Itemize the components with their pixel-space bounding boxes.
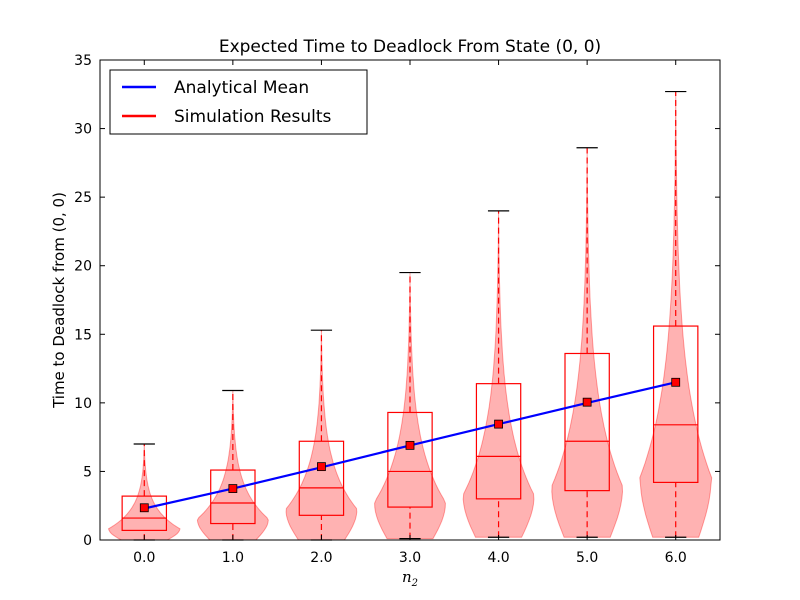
violin bbox=[285, 330, 358, 541]
y-tick-label: 35 bbox=[74, 53, 92, 69]
violin bbox=[374, 272, 446, 540]
legend-frame bbox=[109, 69, 368, 135]
legend-entry-label: Analytical Mean bbox=[174, 78, 309, 98]
x-tick-label: 3.0 bbox=[399, 550, 421, 566]
legend: Analytical Mean Simulation Results bbox=[109, 69, 368, 135]
mean-marker bbox=[228, 484, 238, 493]
mean-marker bbox=[582, 397, 592, 407]
chart-title: Expected Time to Deadlock From State (0,… bbox=[219, 37, 601, 57]
x-tick-label: 2.0 bbox=[310, 550, 332, 566]
y-tick-label: 10 bbox=[74, 396, 92, 412]
x-axis-label-subscript: 2 bbox=[411, 578, 418, 589]
y-tick-label: 5 bbox=[83, 464, 92, 480]
axis-ticks: 0 5 10 15 20 25 30 35 0.0 1.0 2.0 3.0 4.0 5.0 6.0 bbox=[74, 53, 720, 566]
box bbox=[475, 383, 522, 500]
x-tick-label: 1.0 bbox=[222, 550, 244, 566]
box bbox=[210, 469, 256, 525]
legend-entry-label: Simulation Results bbox=[174, 107, 331, 127]
x-tick-label: 5.0 bbox=[576, 550, 598, 566]
box bbox=[298, 440, 345, 516]
y-tick-label: 15 bbox=[74, 327, 92, 343]
y-tick-label: 25 bbox=[74, 190, 92, 206]
y-tick-label: 30 bbox=[74, 122, 92, 138]
mean-marker bbox=[139, 503, 149, 513]
x-axis-label: n2 bbox=[402, 568, 418, 589]
mean-marker bbox=[317, 462, 326, 472]
box bbox=[387, 411, 433, 508]
y-axis-label: Time to Deadlock from (0, 0) bbox=[50, 192, 68, 409]
x-tick-label: 0.0 bbox=[133, 550, 155, 566]
x-tick-label: 6.0 bbox=[665, 550, 687, 566]
mean-marker bbox=[671, 377, 681, 387]
mean-marker bbox=[405, 440, 415, 450]
mean-marker bbox=[494, 419, 503, 429]
plot-area bbox=[107, 90, 713, 541]
y-tick-label: 20 bbox=[74, 259, 92, 275]
x-axis-label-main: n bbox=[402, 568, 412, 586]
x-tick-label: 4.0 bbox=[487, 550, 509, 566]
y-tick-label: 0 bbox=[83, 533, 92, 549]
box bbox=[121, 495, 168, 532]
box bbox=[564, 352, 610, 492]
box bbox=[652, 325, 699, 483]
